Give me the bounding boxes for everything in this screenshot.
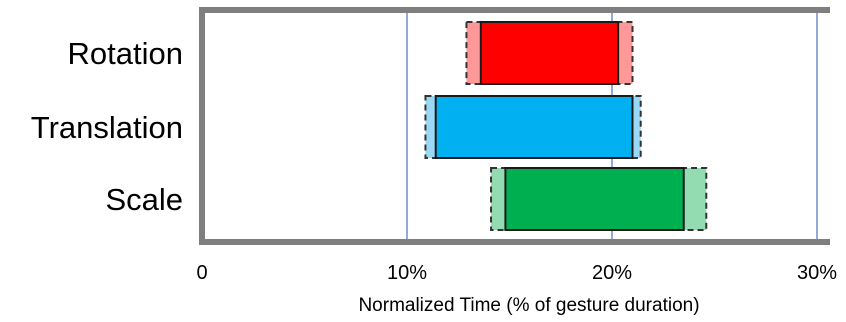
category-labels: Rotation Translation Scale bbox=[31, 36, 183, 217]
scale-main-bar bbox=[504, 167, 685, 231]
x-tick-label-10: 10% bbox=[387, 262, 427, 284]
x-tick-labels: 0 10% 20% 30% bbox=[196, 262, 837, 284]
category-label-rotation: Rotation bbox=[68, 36, 183, 71]
translation-main-bar bbox=[434, 95, 634, 159]
x-tick-label-30: 30% bbox=[797, 262, 837, 284]
plot-frame bbox=[199, 7, 830, 245]
category-label-scale: Scale bbox=[105, 182, 183, 217]
x-axis-label: Normalized Time (% of gesture duration) bbox=[358, 295, 699, 316]
category-label-translation: Translation bbox=[31, 110, 183, 145]
x-tick-label-20: 20% bbox=[592, 262, 632, 284]
rotation-main-bar bbox=[479, 21, 620, 85]
bars bbox=[424, 21, 708, 231]
x-tick-label-0: 0 bbox=[196, 262, 207, 284]
